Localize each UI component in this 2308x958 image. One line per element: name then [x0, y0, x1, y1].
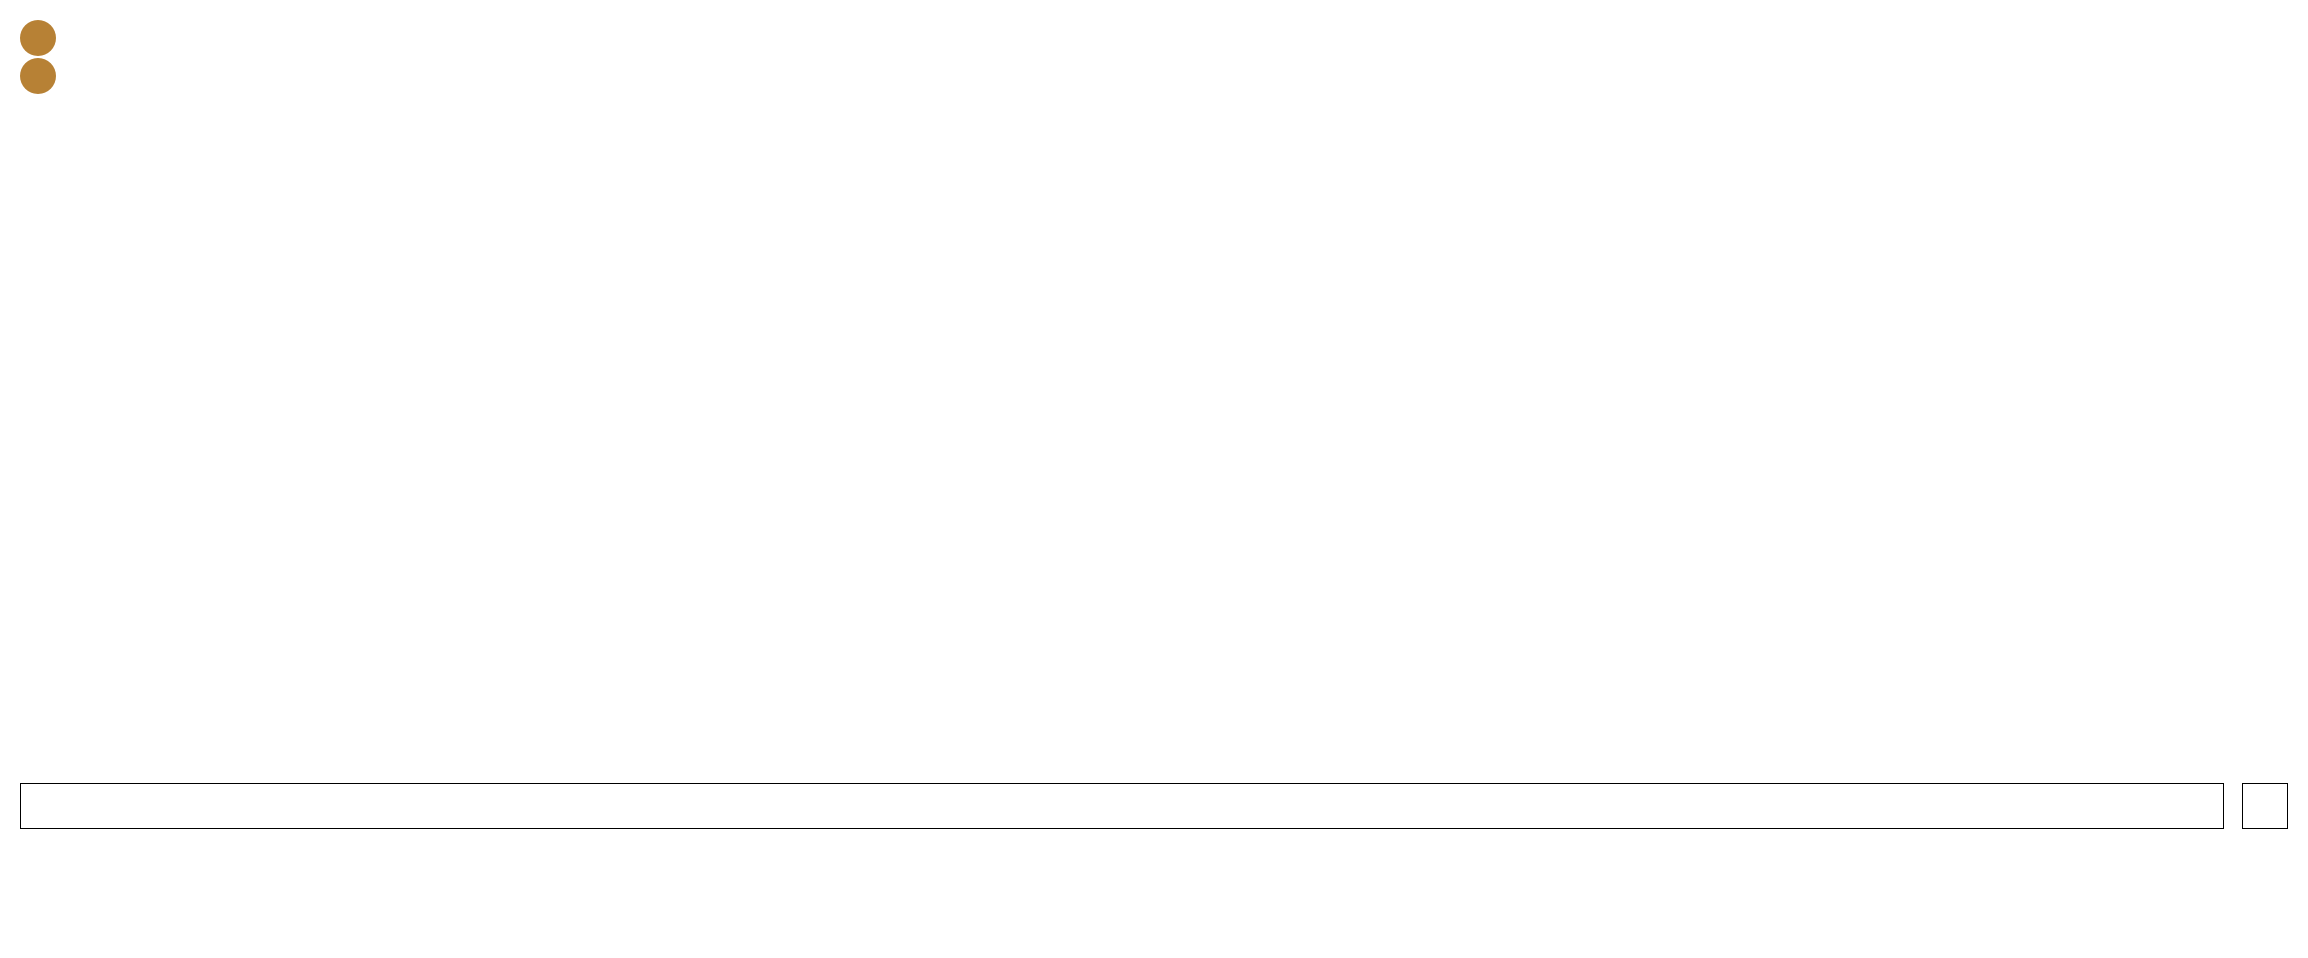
route-map [20, 124, 2288, 759]
line-bullet-j [20, 20, 56, 56]
legend-service [20, 783, 2224, 829]
line-bullet-z [20, 58, 56, 94]
header-row-j [20, 20, 2288, 56]
legend-row [20, 783, 2288, 829]
route-map-svg [20, 124, 2288, 759]
header-row-z [20, 58, 2288, 94]
header [20, 20, 2288, 94]
legend-transfers [2242, 783, 2288, 829]
